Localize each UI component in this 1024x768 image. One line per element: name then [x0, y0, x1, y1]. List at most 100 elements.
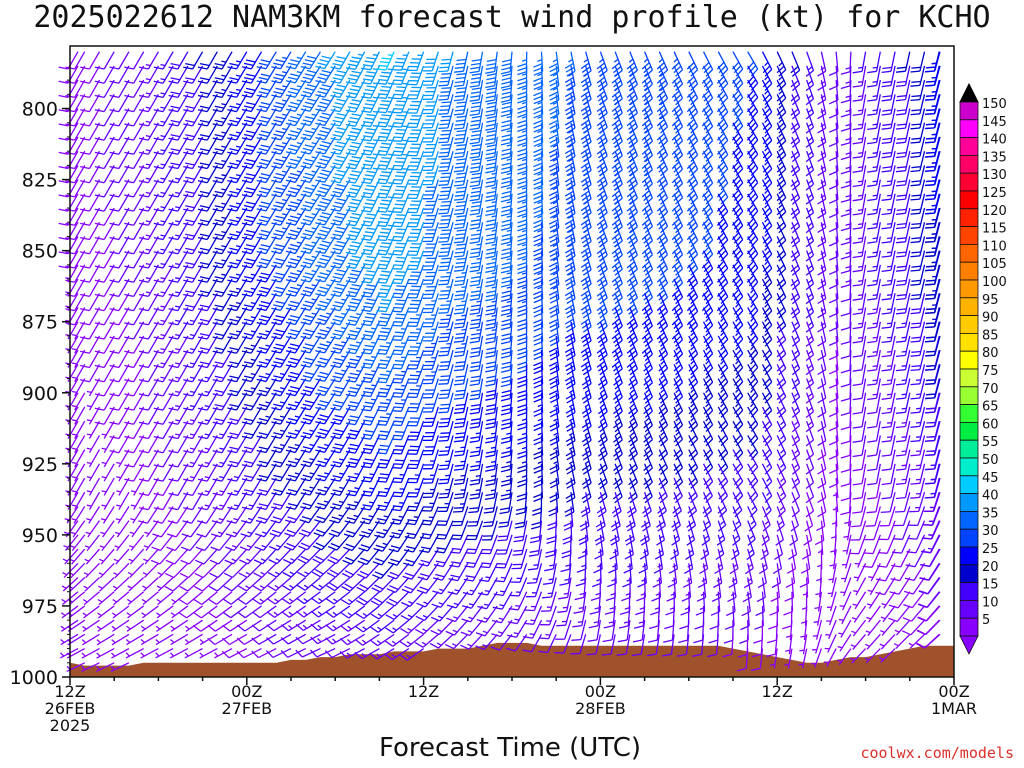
barb-feather	[256, 66, 267, 70]
barb-shaft	[324, 136, 336, 155]
wind-barb	[315, 264, 336, 283]
barb-feather	[396, 100, 406, 103]
wind-barb	[116, 477, 130, 496]
barb-feather	[212, 393, 223, 397]
wind-barb	[183, 51, 204, 70]
barb-feather	[170, 91, 181, 95]
barb-shaft	[221, 108, 233, 127]
wind-barb	[241, 221, 263, 241]
wind-barb	[138, 392, 159, 411]
barb-feather	[58, 194, 69, 198]
barb-feather	[351, 298, 362, 301]
barb-feather	[245, 173, 256, 177]
barb-feather	[245, 73, 256, 77]
wind-barb	[373, 534, 395, 552]
barb-shaft	[88, 193, 101, 212]
barb-feather	[330, 435, 341, 440]
barb-shaft	[294, 406, 307, 425]
barb-feather	[227, 151, 237, 155]
wind-barb	[94, 207, 115, 226]
barb-feather	[366, 85, 376, 88]
wind-barb	[197, 463, 218, 482]
barb-shaft	[279, 491, 292, 510]
barb-feather	[440, 346, 451, 349]
barb-feather	[243, 446, 254, 450]
barb-shaft	[221, 449, 233, 468]
barb-feather	[94, 123, 105, 127]
barb-shaft	[411, 562, 425, 580]
barb-feather	[287, 218, 298, 223]
barb-feather	[229, 418, 239, 422]
barb-shaft	[294, 236, 307, 254]
barb-feather	[197, 407, 208, 411]
barb-shaft	[177, 349, 189, 368]
wind-barb	[126, 619, 145, 632]
wind-barb	[330, 207, 351, 226]
barb-feather	[366, 255, 376, 259]
wind-barb	[239, 534, 263, 551]
barb-feather	[420, 523, 431, 526]
barb-shaft	[162, 108, 174, 127]
wind-barb	[326, 562, 351, 578]
barb-feather	[319, 158, 329, 162]
wind-barb	[138, 179, 159, 198]
wind-barb	[438, 236, 454, 257]
wind-barb	[130, 506, 145, 524]
barb-feather	[347, 461, 358, 465]
wind-barb	[300, 264, 322, 283]
wind-barb	[407, 207, 425, 228]
barb-half-feather	[311, 198, 317, 202]
barb-feather	[317, 502, 327, 507]
barb-feather	[347, 191, 358, 195]
barb-shaft	[265, 435, 277, 453]
wind-barb	[124, 392, 145, 411]
wind-barb	[376, 278, 395, 298]
barb-feather	[344, 520, 355, 524]
barb-feather	[362, 462, 373, 465]
barb-half-feather	[86, 461, 92, 465]
wind-barb	[422, 349, 439, 371]
barb-feather	[229, 204, 239, 209]
barb-half-feather	[145, 277, 151, 280]
barb-feather	[229, 318, 239, 322]
wind-barb	[300, 435, 322, 454]
barb-feather	[290, 187, 300, 191]
barb-shaft	[324, 179, 336, 197]
barb-shaft	[206, 221, 218, 240]
barb-feather	[393, 250, 403, 252]
barb-shaft	[162, 392, 174, 411]
wind-barb	[140, 648, 159, 659]
wind-barb	[124, 278, 145, 298]
barb-half-feather	[339, 458, 345, 461]
barb-feather	[345, 365, 356, 369]
wind-barb	[339, 633, 366, 646]
barb-feather	[378, 178, 388, 181]
barb-shaft	[250, 307, 263, 326]
barb-feather	[290, 73, 300, 77]
barb-feather	[299, 519, 309, 524]
barb-feather	[416, 602, 426, 608]
barb-feather	[199, 134, 210, 138]
barb-feather	[394, 146, 405, 149]
barb-half-feather	[189, 419, 195, 422]
wind-barb	[376, 221, 395, 242]
barb-feather	[168, 421, 179, 425]
barb-shaft	[385, 293, 395, 312]
barb-feather	[415, 628, 425, 635]
wind-barb	[138, 207, 159, 226]
barb-feather	[285, 80, 296, 84]
wind-barb	[241, 463, 263, 482]
barb-feather	[349, 386, 360, 390]
barb-feather	[168, 165, 179, 170]
barb-feather	[214, 261, 225, 266]
barb-half-feather	[309, 443, 315, 447]
wind-barb	[271, 122, 292, 141]
barb-feather	[229, 389, 239, 393]
barb-feather	[393, 335, 403, 338]
wind-barb	[164, 577, 189, 592]
barb-shaft	[206, 420, 218, 439]
wind-barb	[300, 193, 322, 212]
barb-feather	[241, 364, 252, 368]
barb-feather	[197, 492, 208, 497]
barb-feather	[357, 573, 367, 579]
